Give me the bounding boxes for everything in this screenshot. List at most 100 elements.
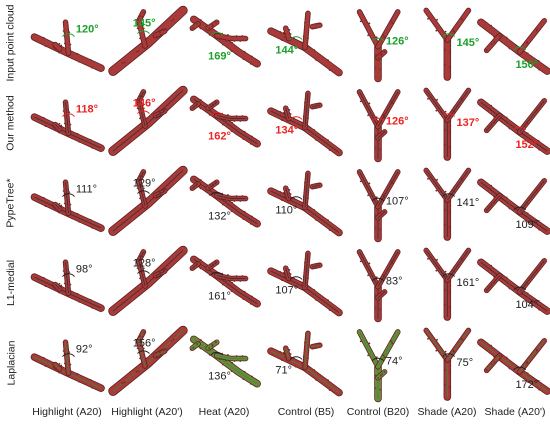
point-speck (219, 118, 221, 121)
col-label-heat-a20: Heat (A20) (198, 406, 250, 418)
point-speck (377, 137, 380, 139)
point-speck (159, 191, 161, 194)
point-speck (427, 257, 429, 260)
point-speck (490, 184, 493, 187)
point-speck (139, 335, 141, 338)
branch-segment (190, 16, 261, 67)
point-speck (493, 361, 496, 363)
point-speck (380, 293, 383, 296)
point-speck (199, 27, 202, 30)
point-speck (159, 271, 161, 274)
point-speck (251, 215, 254, 218)
point-speck (279, 351, 282, 353)
angle-label: 109° (515, 219, 538, 231)
point-speck (60, 284, 63, 287)
point-speck (62, 270, 65, 272)
point-speck (443, 223, 446, 226)
point-speck (303, 341, 306, 344)
skeleton-line (486, 355, 500, 371)
point-speck (526, 292, 529, 295)
branch-cell: 111° (30, 166, 105, 240)
branch-cell: 126° (345, 6, 411, 83)
point-speck (380, 213, 383, 216)
point-speck (311, 347, 314, 350)
point-speck (527, 301, 530, 303)
angle-arc (371, 357, 385, 362)
point-speck (452, 29, 455, 32)
point-speck (190, 108, 192, 111)
point-speck (239, 280, 242, 282)
point-speck (526, 41, 528, 43)
point-speck (172, 98, 175, 101)
point-speck (76, 372, 79, 375)
skeleton-line (377, 171, 399, 207)
point-speck (526, 121, 528, 123)
point-speck (537, 300, 540, 302)
point-speck (282, 191, 285, 194)
skeleton-line (138, 331, 146, 367)
point-speck (68, 351, 71, 354)
point-speck (382, 194, 385, 197)
point-speck (52, 206, 55, 209)
point-speck (141, 335, 144, 338)
point-speck (172, 338, 175, 341)
branch-render: 137° (423, 87, 479, 161)
skeleton-line (304, 253, 309, 288)
point-speck (538, 308, 541, 311)
point-speck (460, 177, 463, 180)
angle-label: 129° (133, 178, 156, 190)
point-speck (141, 175, 144, 178)
point-speck (443, 143, 446, 146)
branch-cell: 145° (108, 5, 188, 80)
point-speck (78, 220, 80, 223)
point-speck (208, 267, 211, 270)
branch-render: 136° (189, 335, 261, 388)
point-speck (382, 354, 385, 357)
point-speck (383, 130, 386, 133)
branch-render: 145° (423, 7, 480, 81)
point-speck (58, 131, 61, 134)
angle-label: 120° (76, 24, 99, 36)
point-speck (379, 134, 382, 137)
col-label-control-b5: Control (B5) (277, 406, 335, 418)
row-label-pypetree: PypeTree* (5, 177, 17, 228)
point-speck (241, 355, 244, 357)
branch-segment (310, 23, 322, 29)
point-speck (190, 28, 192, 31)
row-label-input: Input point cloud (5, 3, 17, 82)
point-speck (444, 350, 447, 353)
point-speck (493, 35, 495, 38)
point-speck (227, 193, 229, 196)
point-speck (508, 47, 511, 50)
col-label-shade-a20p: Shade (A20') (484, 406, 546, 418)
point-speck (436, 178, 439, 181)
point-speck (491, 203, 493, 205)
angle-arc (210, 31, 224, 36)
point-speck (538, 68, 541, 71)
point-speck (172, 258, 175, 261)
point-speck (390, 100, 393, 103)
branch-cell: 161° (188, 246, 261, 320)
skeleton-line (216, 355, 246, 359)
point-speck (243, 210, 246, 213)
angle-arc (137, 30, 150, 34)
point-speck (123, 381, 126, 384)
point-speck (307, 277, 309, 280)
point-speck (60, 124, 63, 127)
point-speck (170, 340, 173, 342)
point-speck (60, 44, 63, 47)
branch-cell: 145° (413, 6, 480, 81)
point-speck (485, 129, 488, 131)
point-speck (123, 61, 126, 64)
skeleton-line (446, 170, 469, 201)
point-speck (315, 183, 318, 185)
point-speck (435, 29, 438, 32)
point-speck (314, 107, 317, 109)
point-speck (493, 41, 496, 43)
branch-render: 132° (189, 175, 261, 228)
point-speck (281, 119, 283, 122)
point-speck (231, 281, 234, 284)
point-speck (427, 17, 429, 20)
point-speck (448, 146, 451, 149)
angle-label: 145° (457, 37, 480, 49)
